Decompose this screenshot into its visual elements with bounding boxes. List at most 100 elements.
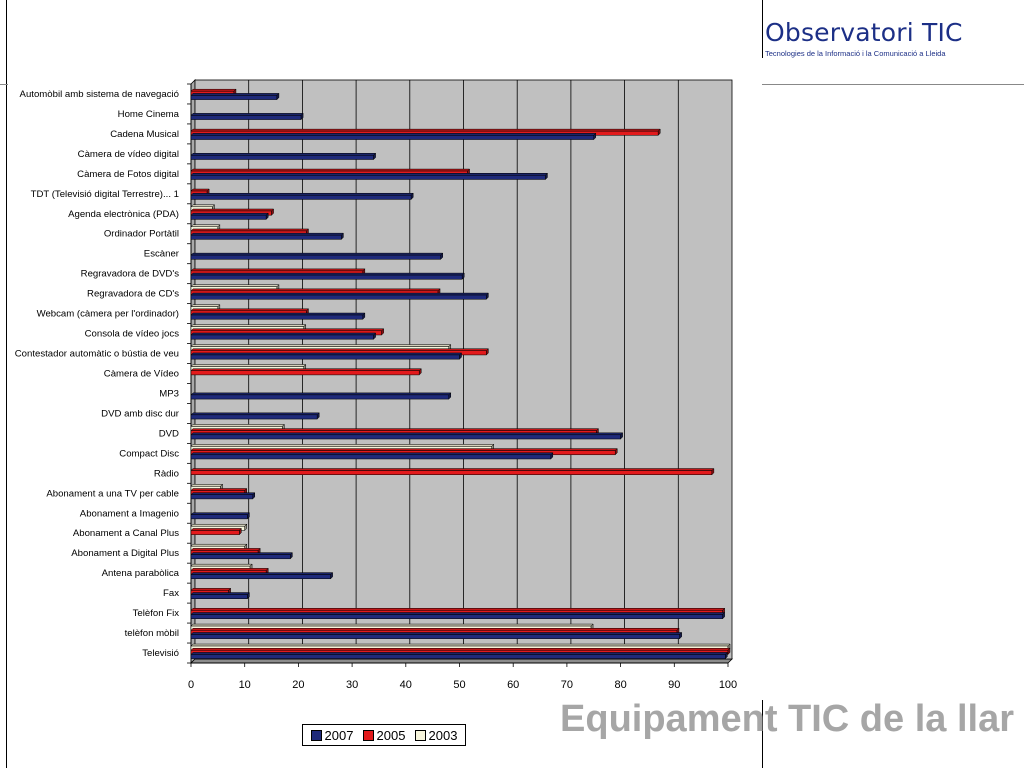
x-tick-label: 30 xyxy=(346,679,358,691)
category-label: Ordinador Portàtil xyxy=(104,229,179,240)
bar-2005-face xyxy=(190,368,422,371)
bar-2007-face xyxy=(190,312,366,316)
category-label: Consola de vídeo jocs xyxy=(85,329,180,340)
header-rule-right xyxy=(762,84,1024,85)
bar-2005-face xyxy=(190,548,261,551)
bar-2007-face xyxy=(190,115,302,120)
category-label: Càmera de Vídeo xyxy=(104,369,179,380)
bar-2007-face xyxy=(722,611,725,620)
bar-2007 xyxy=(190,92,280,101)
bar-2005 xyxy=(190,467,715,476)
bar-2005-face xyxy=(486,348,489,356)
bar-2007-face xyxy=(190,654,726,659)
x-tick-label: 100 xyxy=(719,679,737,691)
bar-2007-face xyxy=(593,132,596,141)
bar-2007 xyxy=(190,332,377,340)
bar-2007-face xyxy=(190,232,344,236)
bar-2003-face xyxy=(190,623,594,627)
category-label: TDT (Televisió digital Terrestre)... 1 xyxy=(31,189,179,200)
bar-2005 xyxy=(190,368,422,376)
bar-2005-face xyxy=(190,268,366,272)
right-border-line-lower xyxy=(762,700,763,768)
category-label: MP3 xyxy=(159,388,179,399)
bar-2007-face xyxy=(362,312,366,320)
bar-2007-face xyxy=(190,614,723,619)
bar-2007 xyxy=(190,552,293,560)
bar-2007-face xyxy=(190,454,552,460)
bar-2007-face xyxy=(190,634,680,639)
bar-2007-face xyxy=(190,252,444,256)
brand-logo: Observatori TIC Tecnologies de la Inform… xyxy=(765,18,1015,58)
bar-2007 xyxy=(190,352,463,360)
bar-2007-face xyxy=(190,352,463,356)
category-label: telèfon mòbil xyxy=(125,628,179,639)
bar-2005-face xyxy=(190,568,269,571)
bar-2007-face xyxy=(440,252,443,260)
category-label: Contestador automàtic o bústia de veu xyxy=(15,349,179,360)
bar-2005-face xyxy=(190,470,713,475)
bar-2003-face xyxy=(244,523,247,532)
bar-2007-face xyxy=(190,574,331,580)
bar-2007-face xyxy=(247,512,250,520)
bar-2003-face xyxy=(190,284,280,287)
bar-2005-face xyxy=(190,128,661,132)
bar-2007 xyxy=(190,392,452,400)
bar-2007-face xyxy=(459,352,462,360)
bar-2007-face xyxy=(190,234,342,240)
category-label: Webcam (càmera per l'ordinador) xyxy=(37,309,179,320)
bar-2007-face xyxy=(190,572,334,575)
bar-2007-face xyxy=(341,232,344,240)
category-label: Càmera de Fotos digital xyxy=(77,169,179,180)
category-label: Abonament a Canal Plus xyxy=(73,528,179,539)
bar-2007-face xyxy=(190,592,250,595)
bar-2005-face xyxy=(190,370,420,376)
category-label: Abonament a Digital Plus xyxy=(71,548,179,559)
bar-2005-face xyxy=(190,308,310,312)
bar-2007 xyxy=(190,591,250,600)
bar-2005-face xyxy=(381,328,384,336)
bar-2005-face xyxy=(190,88,237,92)
category-label: Agenda electrònica (PDA) xyxy=(68,209,179,220)
bar-2007-face xyxy=(545,172,548,181)
bar-2007-face xyxy=(190,492,256,495)
left-border-line xyxy=(6,0,7,768)
bar-2007-face xyxy=(190,194,412,200)
bar-2007-face xyxy=(190,632,683,635)
bar-2007-face xyxy=(190,514,248,520)
bar-2005-face xyxy=(418,368,422,376)
bar-2005-face xyxy=(190,228,310,232)
bar-2003-face xyxy=(190,484,224,487)
bar-2007-face xyxy=(190,412,320,416)
bar-2005-face xyxy=(239,527,242,536)
bar-2003-face xyxy=(190,344,452,347)
bar-2007-face xyxy=(550,452,554,460)
x-tick-label: 40 xyxy=(400,679,412,691)
bar-2003-face xyxy=(190,424,285,427)
category-label: Automòbil amb sistema de navegació xyxy=(20,89,179,100)
legend-swatch-2003 xyxy=(414,729,426,741)
legend-label-2005: 2005 xyxy=(376,727,406,743)
bar-2005-face xyxy=(657,128,661,136)
bar-2007-face xyxy=(276,92,280,101)
category-label: Televisió xyxy=(142,648,179,659)
bar-2007-face xyxy=(190,173,549,176)
bar-2007 xyxy=(190,492,256,500)
category-label: Fax xyxy=(163,588,179,599)
bar-2007 xyxy=(190,232,344,240)
bar-2003-face xyxy=(190,523,248,527)
bar-2007-face xyxy=(190,652,728,655)
bar-2007-face xyxy=(247,591,250,600)
slide-title: Equipament TIC de la llar xyxy=(560,698,1014,740)
bar-2007-face xyxy=(190,175,546,180)
bar-2007-face xyxy=(190,294,487,300)
legend-label-2003: 2003 xyxy=(428,727,458,743)
bar-2007-face xyxy=(190,212,269,216)
x-tick-label: 90 xyxy=(668,679,680,691)
bar-2005-face xyxy=(190,530,240,535)
bar-2007-face xyxy=(725,651,728,660)
bar-2005-face xyxy=(190,168,471,172)
bar-2005-face xyxy=(190,448,618,451)
category-label: Ràdio xyxy=(154,468,179,479)
bar-2007-face xyxy=(190,153,377,156)
